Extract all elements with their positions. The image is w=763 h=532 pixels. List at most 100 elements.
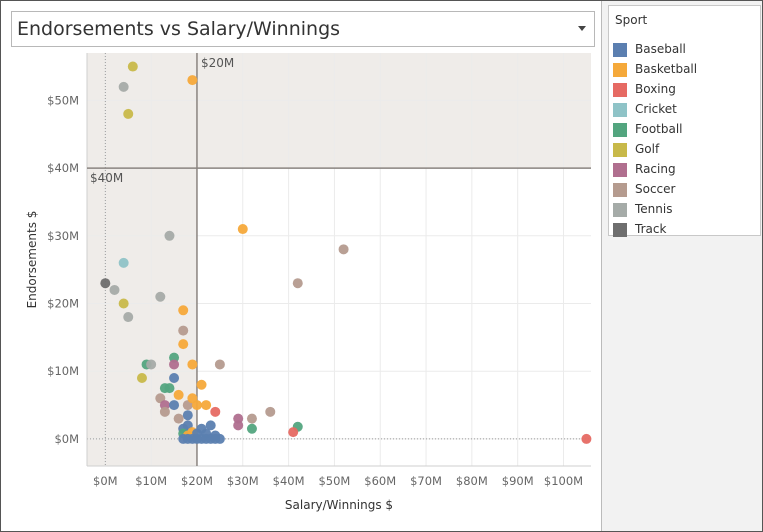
data-point-basketball[interactable] <box>196 379 207 390</box>
shaded-band-x <box>87 53 197 466</box>
legend-label: Cricket <box>635 102 677 116</box>
data-point-football[interactable] <box>246 423 257 434</box>
data-point-baseball[interactable] <box>196 423 207 434</box>
legend-label: Boxing <box>635 82 676 96</box>
legend-item-basketball[interactable]: Basketball <box>613 60 753 80</box>
data-point-golf[interactable] <box>123 108 134 119</box>
x-tick-label: $20M <box>181 474 213 488</box>
data-point-baseball[interactable] <box>214 433 225 444</box>
legend-swatch <box>613 163 627 177</box>
y-tick-label: $30M <box>47 229 79 243</box>
data-point-basketball[interactable] <box>173 389 184 400</box>
legend-label: Track <box>635 222 667 236</box>
data-point-tennis[interactable] <box>109 284 120 295</box>
data-point-soccer[interactable] <box>246 413 257 424</box>
data-point-tennis[interactable] <box>155 291 166 302</box>
data-point-basketball[interactable] <box>237 224 248 235</box>
data-point-soccer[interactable] <box>265 406 276 417</box>
x-tick-label: $60M <box>364 474 396 488</box>
legend-item-cricket[interactable]: Cricket <box>613 100 753 120</box>
data-point-track[interactable] <box>100 278 111 289</box>
data-point-baseball[interactable] <box>182 410 193 421</box>
data-point-golf[interactable] <box>118 298 129 309</box>
legend-swatch <box>613 63 627 77</box>
legend-swatch <box>613 223 627 237</box>
data-point-basketball[interactable] <box>187 393 198 404</box>
dropdown-arrow-icon[interactable] <box>578 26 586 31</box>
data-point-soccer[interactable] <box>292 278 303 289</box>
data-point-soccer[interactable] <box>173 413 184 424</box>
data-point-boxing[interactable] <box>288 427 299 438</box>
data-point-racing[interactable] <box>169 359 180 370</box>
legend-item-tennis[interactable]: Tennis <box>613 200 753 220</box>
data-point-baseball[interactable] <box>169 400 180 411</box>
legend-label: Soccer <box>635 182 676 196</box>
x-axis-title: Salary/Winnings $ <box>285 498 393 512</box>
legend-item-golf[interactable]: Golf <box>613 140 753 160</box>
data-point-basketball[interactable] <box>201 400 212 411</box>
data-point-racing[interactable] <box>233 420 244 431</box>
legend-item-baseball[interactable]: Baseball <box>613 40 753 60</box>
color-legend: Sport Baseball Basketball Boxing Cricket Foo… <box>608 5 761 237</box>
legend-label: Baseball <box>635 42 686 56</box>
legend-label: Tennis <box>635 202 673 216</box>
data-point-cricket[interactable] <box>118 257 129 268</box>
legend-label: Golf <box>635 142 660 156</box>
data-point-baseball[interactable] <box>169 372 180 383</box>
data-point-basketball[interactable] <box>187 75 198 86</box>
legend-item-soccer[interactable]: Soccer <box>613 180 753 200</box>
data-point-boxing[interactable] <box>210 406 221 417</box>
legend-swatch <box>613 43 627 57</box>
y-tick-label: $10M <box>47 364 79 378</box>
x-tick-label: $100M <box>544 474 583 488</box>
legend-swatch <box>613 203 627 217</box>
legend-swatch <box>613 103 627 117</box>
data-point-golf[interactable] <box>127 61 138 72</box>
chart-title: Endorsements vs Salary/Winnings <box>17 18 341 40</box>
data-point-boxing[interactable] <box>581 433 592 444</box>
legend-label: Basketball <box>635 62 698 76</box>
data-point-basketball[interactable] <box>178 339 189 350</box>
x-tick-label: $0M <box>93 474 118 488</box>
y-tick-label: $40M <box>47 161 79 175</box>
scatter-chart[interactable]: $20M $40M $0M $10M $20M $30M $40M $50M $60M $70M $… <box>1 1 601 531</box>
x-tick-label: $50M <box>318 474 350 488</box>
data-point-basketball[interactable] <box>187 359 198 370</box>
data-point-tennis[interactable] <box>118 81 129 92</box>
data-point-golf[interactable] <box>136 372 147 383</box>
sheet-selector[interactable]: Endorsements vs Salary/Winnings <box>11 11 595 47</box>
data-point-soccer[interactable] <box>338 244 349 255</box>
x-tick-label: $70M <box>410 474 442 488</box>
data-point-soccer[interactable] <box>178 325 189 336</box>
data-point-basketball[interactable] <box>178 305 189 316</box>
worksheet-area: $20M $40M $0M $10M $20M $30M $40M $50M $60M $70M $… <box>1 1 602 531</box>
legend-swatch <box>613 183 627 197</box>
legend-item-football[interactable]: Football <box>613 120 753 140</box>
data-point-football[interactable] <box>164 383 175 394</box>
data-point-tennis[interactable] <box>146 359 157 370</box>
legend-item-boxing[interactable]: Boxing <box>613 80 753 100</box>
legend-title: Sport <box>615 13 648 27</box>
data-point-baseball[interactable] <box>205 420 216 431</box>
y-tick-label: $20M <box>47 297 79 311</box>
x-tick-label: $30M <box>227 474 259 488</box>
ref-line-x-label: $20M <box>201 56 234 70</box>
legend-item-racing[interactable]: Racing <box>613 160 753 180</box>
legend-swatch <box>613 143 627 157</box>
data-point-soccer[interactable] <box>159 406 170 417</box>
y-axis-title: Endorsements $ <box>25 211 39 309</box>
legend-item-track[interactable]: Track <box>613 220 753 240</box>
x-tick-label: $10M <box>135 474 167 488</box>
ref-line-y-label: $40M <box>90 171 123 185</box>
y-tick-label: $0M <box>54 432 79 446</box>
data-point-tennis[interactable] <box>123 312 134 323</box>
data-point-soccer[interactable] <box>214 359 225 370</box>
y-tick-label: $50M <box>47 93 79 107</box>
x-tick-label: $40M <box>273 474 305 488</box>
x-tick-label: $80M <box>456 474 488 488</box>
x-tick-label: $90M <box>502 474 534 488</box>
legend-swatch <box>613 83 627 97</box>
data-point-tennis[interactable] <box>164 230 175 241</box>
legend-label: Racing <box>635 162 676 176</box>
